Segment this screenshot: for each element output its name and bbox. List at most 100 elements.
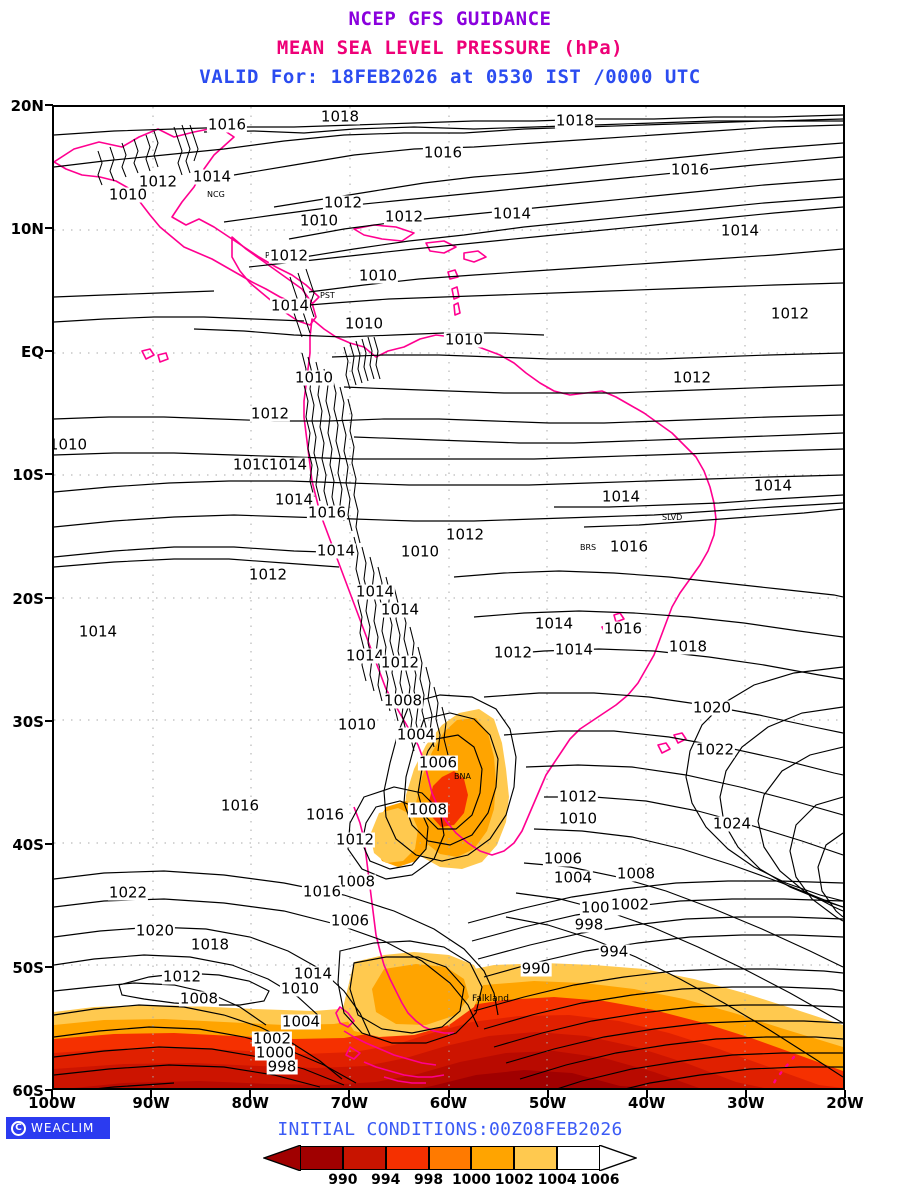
copyright-icon: C bbox=[11, 1120, 26, 1136]
x-tick-mark bbox=[249, 1090, 252, 1098]
contour-label: 1010 bbox=[107, 185, 149, 204]
contour-label: 1016 bbox=[206, 115, 248, 134]
contour-label: 1006 bbox=[417, 753, 459, 772]
contour-label: 1008 bbox=[178, 989, 220, 1008]
contour-label: 1014 bbox=[752, 476, 794, 495]
y-tick-label: 30S bbox=[12, 712, 44, 731]
y-tick-mark bbox=[45, 1089, 53, 1091]
y-tick-mark bbox=[45, 842, 53, 845]
contour-label: 1020 bbox=[691, 698, 733, 717]
colorbar-tick-label: 1004 bbox=[537, 1172, 577, 1188]
dotted-boundary bbox=[770, 1055, 796, 1088]
colorbar-segment bbox=[514, 1146, 558, 1170]
contour-label: 1016 bbox=[608, 537, 650, 556]
x-tick-label: 80W bbox=[231, 1094, 269, 1112]
colorbar-segment bbox=[471, 1146, 515, 1170]
contour-label: 1012 bbox=[444, 525, 486, 544]
contour-label: 1014 bbox=[553, 640, 595, 659]
y-tick-mark bbox=[45, 104, 53, 106]
y-tick-mark bbox=[45, 596, 53, 599]
contour-label: 1010 bbox=[293, 368, 335, 387]
title-block: NCEP GFS GUIDANCE MEAN SEA LEVEL PRESSUR… bbox=[0, 0, 900, 88]
contour-label: 1010 bbox=[443, 330, 485, 349]
contour-label: 1010 bbox=[336, 715, 378, 734]
contour-label: 1004 bbox=[280, 1012, 322, 1031]
x-tick-mark bbox=[447, 1090, 450, 1098]
colorbar-tick-label: 990 bbox=[328, 1172, 358, 1188]
colorbar-under-arrow-outline bbox=[261, 1144, 302, 1175]
contour-label: 1012 bbox=[161, 967, 203, 986]
colorbar[interactable]: 990 994 998 1000 1002 1004 1006 bbox=[261, 1144, 639, 1188]
y-tick-label: EQ bbox=[21, 343, 44, 362]
x-tick-mark bbox=[546, 1090, 549, 1098]
contour-label: 1004 bbox=[395, 725, 437, 744]
contour-label: 1016 bbox=[301, 882, 343, 901]
contour-label: 1024 bbox=[711, 814, 753, 833]
x-tick-mark bbox=[348, 1090, 351, 1098]
contour-label: 1014 bbox=[191, 167, 233, 186]
contour-label: 1010 bbox=[279, 979, 321, 998]
x-tick-mark bbox=[744, 1090, 747, 1098]
y-tick-label: 20N bbox=[10, 97, 44, 115]
x-tick-mark bbox=[645, 1090, 648, 1098]
svg-text:BNA: BNA bbox=[454, 772, 471, 781]
contour-label: 1014 bbox=[292, 964, 334, 983]
contour-label: 1012 bbox=[557, 787, 599, 806]
contour-label: 1014 bbox=[719, 221, 761, 240]
svg-text:Falkland: Falkland bbox=[472, 994, 509, 1004]
gridlines bbox=[54, 107, 843, 1088]
x-tick-label: 50W bbox=[528, 1094, 567, 1112]
colorbar-over-arrow-outline bbox=[598, 1144, 639, 1175]
contour-label: 1010 bbox=[557, 809, 599, 828]
contour-label: 1020 bbox=[134, 921, 176, 940]
x-tick-label: 60W bbox=[429, 1094, 468, 1112]
contour-label: 1008 bbox=[407, 800, 449, 819]
contour-label: 1002 bbox=[251, 1029, 293, 1048]
y-tick-mark bbox=[45, 719, 53, 722]
contour-label: 1016 bbox=[602, 619, 644, 638]
contour-label: 1012 bbox=[769, 304, 811, 323]
x-tick-mark bbox=[51, 1090, 53, 1098]
contour-label: 1014 bbox=[315, 541, 357, 560]
contour-label: 1012 bbox=[671, 368, 713, 387]
contour-label: 1008 bbox=[382, 691, 424, 710]
colorbar-over-arrow bbox=[600, 1146, 636, 1170]
map-plot-area[interactable]: NCG PNCA PST BRS SLVD BNA Falkland 10161… bbox=[52, 105, 845, 1090]
contour-label: 1016 bbox=[422, 143, 464, 162]
contour-label: 1018 bbox=[667, 637, 709, 656]
contour-label: 1018 bbox=[189, 935, 231, 954]
svg-text:PST: PST bbox=[320, 291, 335, 300]
svg-text:SLVD: SLVD bbox=[662, 513, 682, 522]
x-tick-label: 20W bbox=[826, 1094, 864, 1112]
colorbar-segment bbox=[300, 1146, 343, 1170]
contour-label: 1012 bbox=[322, 193, 364, 212]
colorbar-tick-label: 1000 bbox=[451, 1172, 491, 1188]
contour-label: 990 bbox=[520, 959, 552, 978]
y-tick-label: 40S bbox=[12, 835, 44, 854]
contour-label: 1012 bbox=[247, 565, 289, 584]
contour-label: 1010 bbox=[54, 437, 89, 453]
weaclim-logo[interactable]: C WEACLIM bbox=[6, 1117, 110, 1139]
y-tick-mark bbox=[45, 227, 53, 230]
contour-label: 1006 bbox=[329, 911, 371, 930]
contour-label: 1010 bbox=[298, 211, 340, 230]
x-tick-label: 30W bbox=[727, 1094, 765, 1112]
x-tick-mark bbox=[844, 1090, 846, 1098]
y-tick-label: 10S bbox=[12, 466, 44, 485]
colorbar-segment bbox=[557, 1146, 600, 1170]
y-tick-label: 60S bbox=[12, 1082, 44, 1100]
y-tick-label: 50S bbox=[12, 958, 44, 977]
contour-label: 1008 bbox=[335, 872, 377, 891]
contour-label: 1014 bbox=[77, 622, 119, 641]
contour-label: 1008 bbox=[615, 864, 657, 883]
colorbar-tick-label: 998 bbox=[413, 1172, 444, 1188]
colorbar-tick-label: 1006 bbox=[580, 1172, 620, 1188]
contour-label: 1016 bbox=[304, 805, 346, 824]
colorbar-wrap: 990 994 998 1000 1002 1004 1006 bbox=[0, 1144, 900, 1188]
contour-label: 1010 bbox=[343, 314, 385, 333]
contour-label: 1014 bbox=[273, 490, 315, 509]
colorbar-segment bbox=[428, 1146, 472, 1170]
contour-label: 1018 bbox=[319, 107, 361, 126]
y-tick-mark bbox=[45, 350, 53, 353]
contour-label: 1012 bbox=[249, 404, 291, 423]
